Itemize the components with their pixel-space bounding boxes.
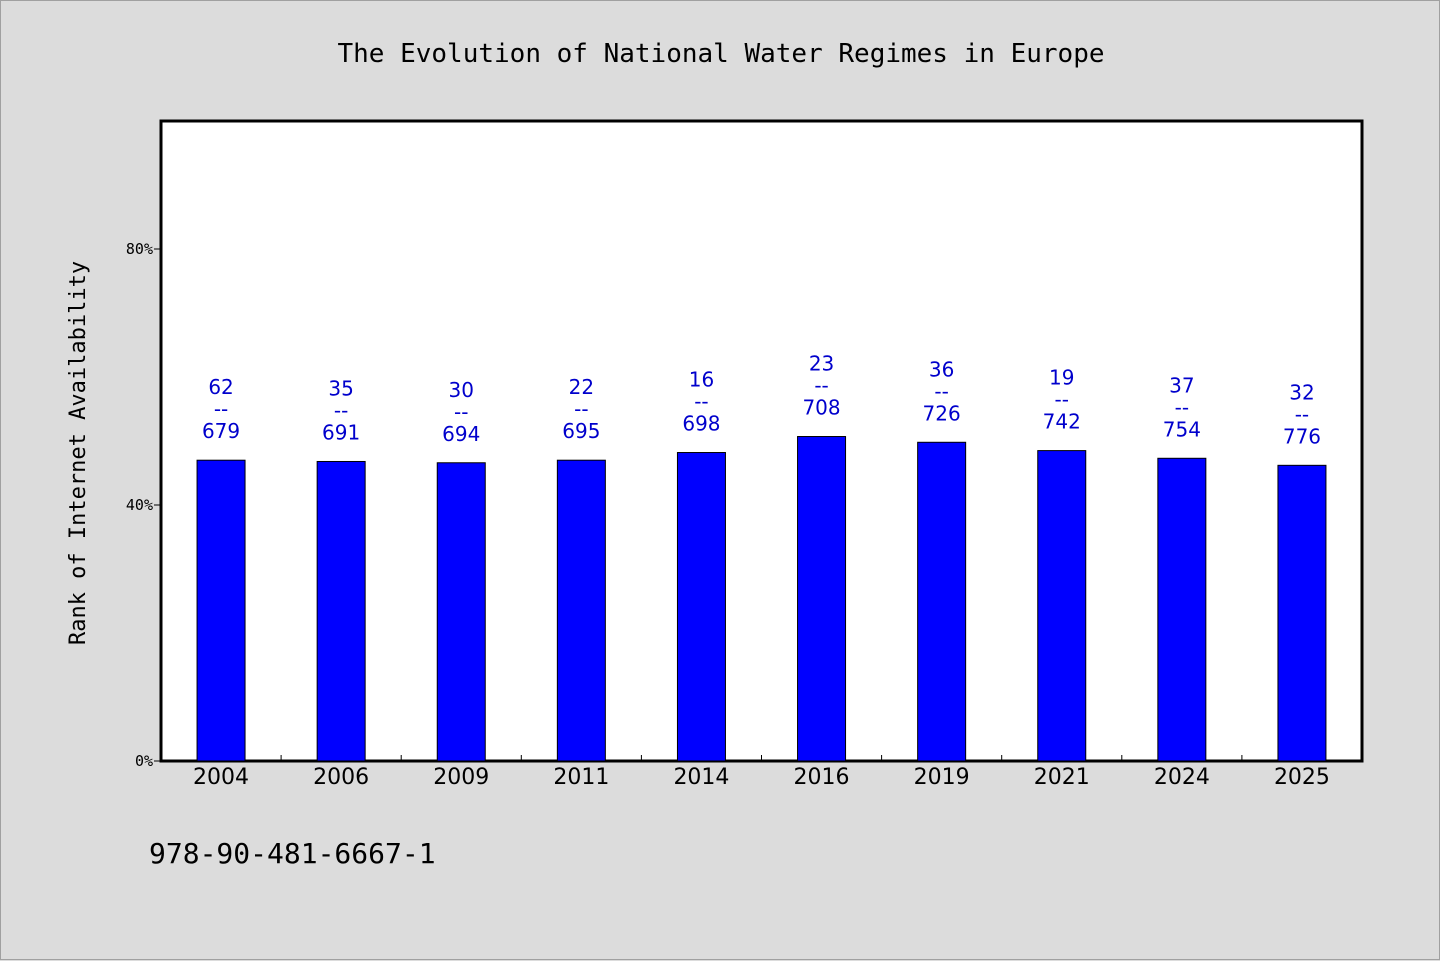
data-label-top: 30 xyxy=(449,378,474,402)
data-labels-group: 62--67935--69130--69422--69516--69823--7… xyxy=(202,352,1321,449)
bar-2021 xyxy=(1037,450,1087,762)
data-label-top: 32 xyxy=(1289,380,1314,404)
bar-2025 xyxy=(1277,464,1327,762)
x-tick-label: 2011 xyxy=(553,765,609,790)
data-label-bottom: 691 xyxy=(322,420,360,444)
data-label-sep: -- xyxy=(574,397,588,421)
data-label-sep: -- xyxy=(334,398,348,422)
y-axis-label: Rank of Internet Availability xyxy=(66,261,91,645)
data-label-top: 37 xyxy=(1169,373,1194,397)
x-tick-label: 2006 xyxy=(313,765,369,790)
bar-2014 xyxy=(676,452,726,762)
data-label-top: 22 xyxy=(569,375,594,399)
x-tick-label: 2025 xyxy=(1274,765,1330,790)
x-axis: 2004 2006 2009 2011 2014 2016 2019 2021 2024 2025 xyxy=(193,755,1330,790)
bar-2004 xyxy=(196,459,246,762)
x-tick-label: 2019 xyxy=(914,765,970,790)
bars-group xyxy=(196,436,1327,762)
data-label-sep: -- xyxy=(1295,402,1309,426)
x-tick-label: 2009 xyxy=(433,765,489,790)
data-label-bottom: 754 xyxy=(1163,417,1201,441)
data-label-bottom: 726 xyxy=(923,401,961,425)
x-tick-label: 2024 xyxy=(1154,765,1210,790)
y-tick-label: 80% xyxy=(126,240,153,258)
data-label-sep: -- xyxy=(1175,395,1189,419)
bar-2011 xyxy=(556,459,606,762)
x-tick-label: 2021 xyxy=(1034,765,1090,790)
y-axis: 0% 40% 80% xyxy=(126,240,161,770)
y-tick-label: 0% xyxy=(135,752,153,770)
data-label-bottom: 708 xyxy=(802,396,840,420)
footer-isbn: 978-90-481-6667-1 xyxy=(149,837,436,870)
data-label-sep: -- xyxy=(814,374,828,398)
data-label-sep: -- xyxy=(1055,388,1069,412)
bar-2016 xyxy=(797,436,847,762)
data-label-sep: -- xyxy=(454,400,468,424)
data-label-sep: -- xyxy=(934,379,948,403)
data-label-bottom: 742 xyxy=(1043,410,1081,434)
data-label-bottom: 695 xyxy=(562,419,600,443)
chart-title: The Evolution of National Water Regimes … xyxy=(337,39,1104,69)
data-label-sep: -- xyxy=(694,390,708,414)
x-tick-label: 2014 xyxy=(673,765,729,790)
data-label-top: 36 xyxy=(929,357,954,381)
data-label-bottom: 698 xyxy=(682,412,720,436)
bar-2009 xyxy=(436,462,486,762)
x-tick-label: 2004 xyxy=(193,765,249,790)
data-label-top: 16 xyxy=(689,368,714,392)
data-label-top: 62 xyxy=(208,375,233,399)
data-label-top: 35 xyxy=(328,376,353,400)
data-label-top: 23 xyxy=(809,352,834,376)
data-label-bottom: 679 xyxy=(202,419,240,443)
bar-2024 xyxy=(1157,457,1207,762)
x-tick-label: 2016 xyxy=(794,765,850,790)
data-label-sep: -- xyxy=(214,397,228,421)
data-label-bottom: 694 xyxy=(442,422,480,446)
data-label-bottom: 776 xyxy=(1283,424,1321,448)
y-tick-label: 40% xyxy=(126,496,153,514)
bar-2006 xyxy=(316,460,366,762)
data-label-top: 19 xyxy=(1049,366,1074,390)
bar-2019 xyxy=(917,441,967,762)
